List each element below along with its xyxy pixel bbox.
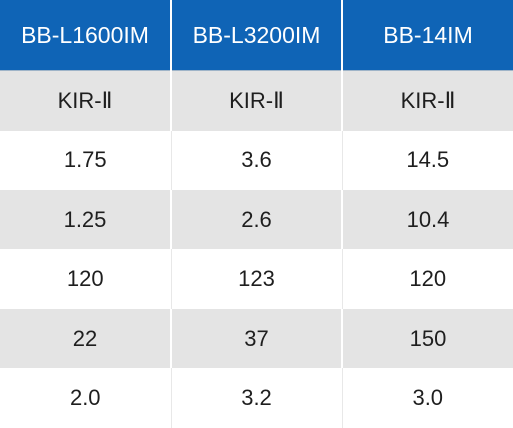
table-header: BB-L1600IM BB-L3200IM BB-14IM [0,0,513,71]
table-cell: 14.5 [341,130,513,190]
table-cell: 120 [341,249,513,309]
table-cell: 3.0 [341,368,513,428]
table-row: 2.0 3.2 3.0 [0,368,513,428]
table-cell: 3.2 [170,368,343,428]
table-row: 120 123 120 [0,249,513,309]
header-cell: BB-L3200IM [170,0,343,71]
table-cell: KIR-Ⅱ [341,70,513,131]
table-cell: 2.6 [170,189,343,250]
table-cell: 123 [170,249,343,309]
table-cell: KIR-Ⅱ [170,70,343,131]
header-cell: BB-14IM [341,0,513,71]
table-cell: 2.0 [0,368,172,428]
table-cell: 10.4 [341,189,513,250]
table-cell: 150 [341,308,513,369]
table-cell: 3.6 [170,130,343,190]
table-cell: 22 [0,308,172,369]
table-cell: 37 [170,308,343,369]
table-row: 1.75 3.6 14.5 [0,130,513,190]
table-cell: 120 [0,249,172,309]
table-row: KIR-Ⅱ KIR-Ⅱ KIR-Ⅱ [0,70,513,131]
table-cell: 1.75 [0,130,172,190]
header-row: BB-L1600IM BB-L3200IM BB-14IM [0,0,513,71]
table-row: 22 37 150 [0,308,513,369]
table-body: KIR-Ⅱ KIR-Ⅱ KIR-Ⅱ 1.75 3.6 14.5 1.25 2.6 10.4 120… [0,70,513,428]
table-cell: KIR-Ⅱ [0,70,172,131]
table-cell: 1.25 [0,189,172,250]
header-cell: BB-L1600IM [0,0,172,71]
table-row: 1.25 2.6 10.4 [0,189,513,250]
